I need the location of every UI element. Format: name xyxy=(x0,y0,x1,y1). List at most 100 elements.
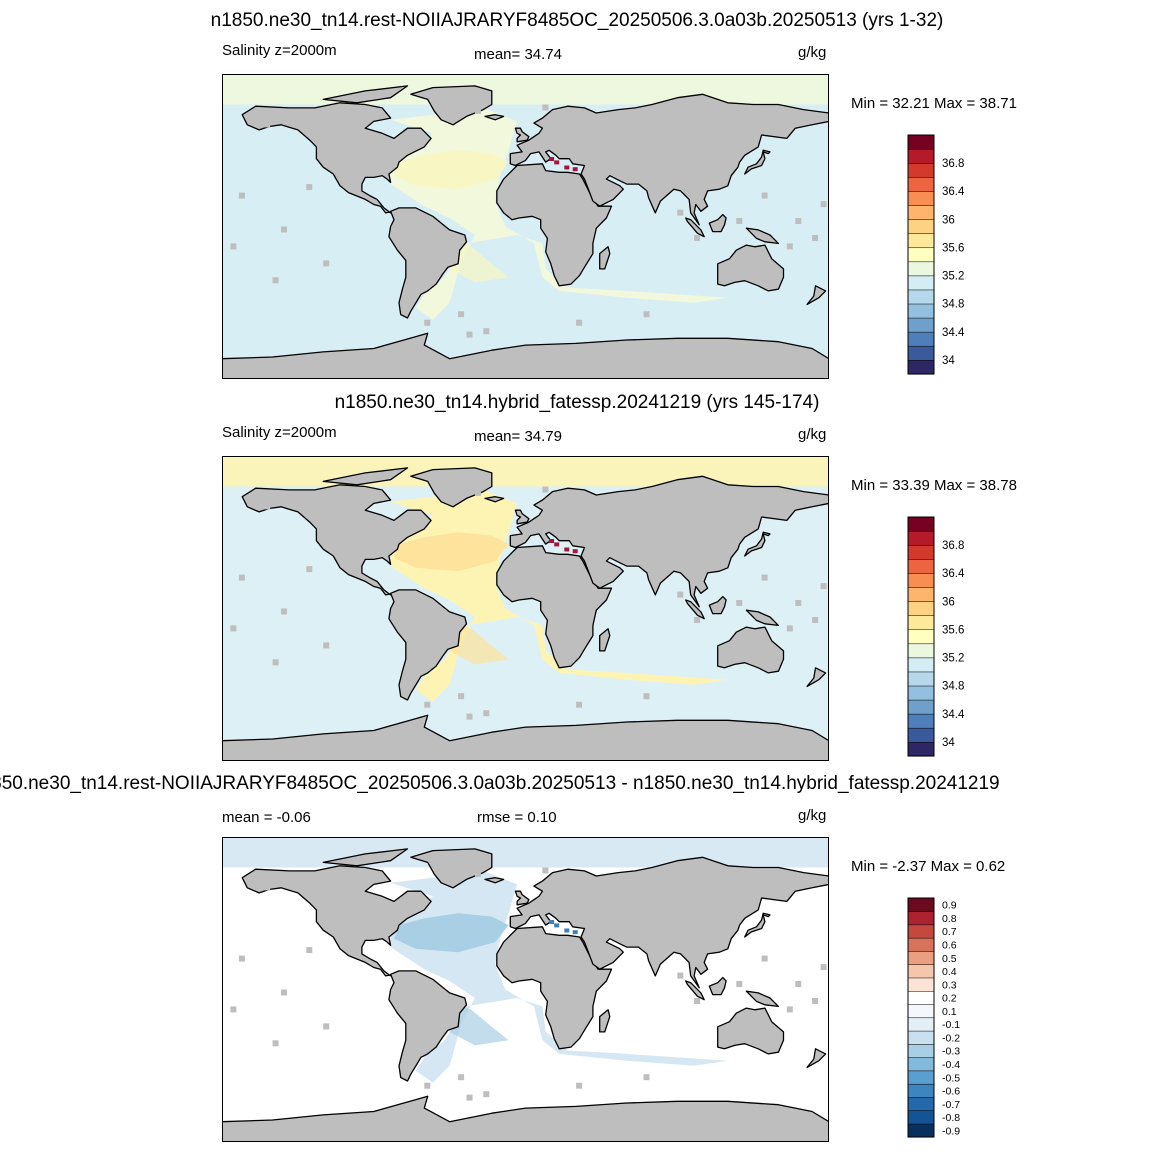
variable-label: Salinity z=2000m xyxy=(222,42,337,59)
colorbar-cell xyxy=(907,1057,935,1072)
land-madagascar xyxy=(599,628,611,652)
colorbar-cell xyxy=(907,1096,935,1111)
land-sumatra xyxy=(685,980,705,1001)
subtropic-south-field xyxy=(449,240,509,283)
land-madagascar xyxy=(599,246,611,270)
rmse-label: rmse = 0.10 xyxy=(477,809,557,826)
colorbar: 0.90.80.70.60.50.40.30.20.1-0.1-0.2-0.3-… xyxy=(907,897,960,1138)
colorbar-cell xyxy=(907,134,935,150)
land xyxy=(222,85,829,379)
mediterranean-field xyxy=(549,539,578,554)
land-madagascar xyxy=(599,1009,611,1033)
colorbar-cell xyxy=(907,289,935,305)
units-label: g/kg xyxy=(798,807,827,824)
colorbar-cell xyxy=(907,1110,935,1125)
arctic-field xyxy=(222,837,829,868)
panel-difference: n1850.ne30_tn14.rest-NOIIAJRARYF8485OC_2… xyxy=(0,763,1154,1144)
panel-model-a: n1850.ne30_tn14.rest-NOIIAJRARYF8485OC_2… xyxy=(0,0,1154,381)
land-sumatra xyxy=(685,217,705,238)
mean-label: mean= 34.74 xyxy=(474,46,562,63)
colorbar-cell xyxy=(907,331,935,347)
colorbar-tick-label: 36.8 xyxy=(942,158,964,170)
land-arctic-islands xyxy=(322,467,409,486)
colorbar-cell xyxy=(907,1083,935,1098)
colorbar-tick-label: 34.8 xyxy=(942,299,964,311)
colorbar-cell xyxy=(907,741,935,757)
colorbar-tick-label: 0.9 xyxy=(942,900,957,912)
colorbar-tick-label: 0.5 xyxy=(942,953,957,965)
colorbar-tick-label: -0.5 xyxy=(942,1072,960,1084)
colorbar-cell xyxy=(907,345,935,361)
land-nz xyxy=(806,285,827,306)
colorbar-cell xyxy=(907,275,935,291)
panel-title: n1850.ne30_tn14.rest-NOIIAJRARYF8485OC_2… xyxy=(210,10,944,31)
colorbar-cell xyxy=(907,1043,935,1058)
land-sumatra xyxy=(685,599,705,620)
colorbar-tick-label: -0.1 xyxy=(942,1019,960,1031)
variable-label: Salinity z=2000m xyxy=(222,424,337,441)
colorbar-cell xyxy=(907,1123,935,1138)
subtropic-south-field xyxy=(449,622,509,665)
mean-label: mean = -0.06 xyxy=(222,809,311,826)
colorbar-tick-label: 36 xyxy=(942,214,955,226)
colorbar-tick-label: -0.6 xyxy=(942,1086,960,1098)
land-eurasia xyxy=(509,93,829,226)
panel-model-b: n1850.ne30_tn14.hybrid_fatessp.20241219 … xyxy=(0,382,1154,763)
colorbar-tick-label: 34.4 xyxy=(942,327,965,339)
minmax-label: Min = -2.37 Max = 0.62 xyxy=(851,858,1006,875)
colorbar-cell xyxy=(907,148,935,164)
colorbar-tick-label: 35.6 xyxy=(942,625,964,637)
land-north-america xyxy=(241,102,432,214)
land-new-guinea xyxy=(745,227,780,245)
colorbar-cell xyxy=(907,233,935,249)
land-japan xyxy=(744,149,771,175)
colorbar-tick-label: 34 xyxy=(942,737,955,749)
colorbar-cell xyxy=(907,924,935,939)
land-iceland xyxy=(484,877,505,884)
land-eurasia xyxy=(509,856,829,989)
colorbar-cell xyxy=(907,1017,935,1032)
colorbar-tick-label: 36 xyxy=(942,596,955,608)
salinity-map xyxy=(222,456,829,761)
land-borneo xyxy=(708,595,727,615)
colorbar-tick-label: 0.7 xyxy=(942,926,957,938)
panel-title: n1850.ne30_tn14.hybrid_fatessp.20241219 … xyxy=(334,392,820,413)
colorbar-tick-label: -0.4 xyxy=(942,1059,960,1071)
colorbar-cell xyxy=(907,615,935,631)
colorbar-cell xyxy=(907,587,935,602)
colorbar-cell xyxy=(907,572,935,588)
land-greenland xyxy=(410,467,493,508)
colorbar-cell xyxy=(907,699,935,715)
land-africa xyxy=(496,163,613,287)
land-borneo xyxy=(708,213,727,233)
colorbar-cell xyxy=(907,964,935,979)
map-frame xyxy=(222,456,829,761)
mediterranean-field xyxy=(549,920,578,935)
land-antarctica xyxy=(222,332,829,379)
land-australia xyxy=(717,244,785,292)
land-arctic-islands xyxy=(322,848,409,867)
land-iceland xyxy=(484,114,505,121)
land-south-america xyxy=(388,207,468,319)
colorbar-cell xyxy=(907,261,935,277)
map-frame xyxy=(222,837,829,1142)
difference-map xyxy=(222,837,829,1142)
land-nz xyxy=(806,667,827,688)
units-label: g/kg xyxy=(798,426,827,443)
panel-title: n1850.ne30_tn14.rest-NOIIAJRARYF8485OC_2… xyxy=(0,773,1000,794)
colorbar-cell xyxy=(907,516,935,532)
colorbar-cell xyxy=(907,685,935,701)
colorbar-cell xyxy=(907,176,935,192)
colorbar-cell xyxy=(907,629,935,645)
colorbar-cell xyxy=(907,1070,935,1085)
land-north-america xyxy=(241,484,432,596)
land-north-america xyxy=(241,865,432,977)
subtropic-field xyxy=(394,532,509,572)
colorbar-cell xyxy=(907,544,935,560)
land-greenland xyxy=(410,85,493,126)
colorbar-tick-label: 36.4 xyxy=(942,186,965,198)
colorbar-tick-label: 0.4 xyxy=(942,966,957,978)
colorbar-cell xyxy=(907,937,935,952)
colorbar-tick-label: 0.8 xyxy=(942,913,957,925)
